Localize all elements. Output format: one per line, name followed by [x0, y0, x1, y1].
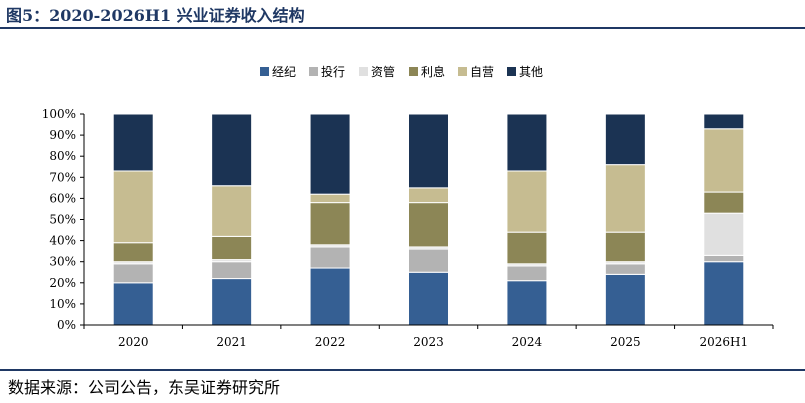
y-tick-label-7: 70%: [49, 170, 76, 184]
chart-legend: 经纪 投行 资管 利息 自营 其他: [260, 64, 543, 79]
bar-stack-2021: [211, 113, 253, 326]
y-tick-label-0: 0%: [57, 318, 76, 332]
bar-segment-2026H1-2: [703, 212, 745, 256]
bar-segment-2020-3: [112, 242, 154, 263]
y-tick-label-2: 20%: [49, 276, 76, 290]
y-tick-label-6: 60%: [49, 191, 76, 205]
y-tick-label-10: 100%: [42, 107, 76, 121]
bar-segment-2022-3: [309, 202, 351, 246]
bar-segment-2024-1: [506, 265, 548, 282]
bar-segment-2022-1: [309, 246, 351, 269]
bar-segment-2024-5: [506, 113, 548, 172]
bar-segment-2021-3: [211, 235, 253, 261]
bar-segment-2022-0: [309, 267, 351, 326]
legend-swatch-0: [260, 67, 269, 76]
bar-segment-2026H1-3: [703, 191, 745, 214]
x-tick-label-6: 2026H1: [699, 335, 748, 349]
source-note: 数据来源：公司公告，东吴证券研究所: [8, 378, 281, 397]
source-rule: [0, 369, 805, 371]
bar-segment-2026H1-0: [703, 261, 745, 326]
bar-segment-2020-5: [112, 113, 154, 172]
bar-segment-2025-1: [604, 263, 646, 275]
bar-stack-2023: [408, 113, 449, 326]
y-tick-label-5: 50%: [49, 213, 76, 227]
bar-segment-2021-1: [211, 261, 253, 280]
bar-segment-2020-1: [112, 263, 154, 284]
y-tick-label-1: 10%: [49, 297, 76, 311]
x-tick-label-2: 2022: [315, 335, 346, 349]
bar-segment-2023-1: [408, 248, 449, 273]
bar-segment-2021-4: [211, 185, 253, 237]
bar-segment-2020-0: [112, 282, 154, 326]
legend-label-0: 经纪: [272, 65, 296, 79]
y-tick-label-3: 30%: [49, 255, 76, 269]
legend-label-2: 资管: [371, 64, 395, 79]
bar-stack-2026H1: [703, 113, 745, 326]
bar-segment-2024-4: [506, 170, 548, 233]
bar-stack-2020: [112, 113, 154, 326]
bar-segment-2025-0: [604, 273, 646, 326]
legend-swatch-1: [309, 67, 318, 76]
bar-segment-2026H1-5: [703, 113, 745, 130]
bar-segment-2023-0: [408, 271, 449, 326]
bar-segment-2023-5: [408, 113, 449, 189]
y-axis: 0% 10% 20% 30% 40% 50% 60% 70% 80% 90% 100%: [42, 107, 85, 332]
bar-segment-2026H1-1: [703, 254, 745, 263]
bar-segment-2025-5: [604, 113, 646, 166]
bar-segment-2023-3: [408, 202, 449, 248]
x-tick-label-5: 2025: [610, 335, 641, 349]
y-tick-label-9: 90%: [49, 128, 76, 142]
bars: [112, 113, 745, 326]
y-tick-label-8: 80%: [49, 149, 76, 163]
legend-label-1: 投行: [321, 64, 345, 79]
bar-segment-2025-3: [604, 231, 646, 263]
legend-swatch-2: [359, 67, 368, 76]
stacked-bar-chart: 经纪 投行 资管 利息 自营 其他 0% 10% 20% 30% 40% 50% 60% 70% 80% 9…: [42, 64, 774, 349]
legend-swatch-3: [409, 67, 418, 76]
bar-segment-2021-0: [211, 278, 253, 326]
bar-stack-2022: [309, 113, 351, 326]
title-rule: [0, 27, 805, 29]
x-axis: 2020 2021 2022 2023 2024 2025 2026H1: [83, 324, 774, 349]
bar-segment-2020-4: [112, 170, 154, 244]
y-tick-label-4: 40%: [49, 234, 76, 248]
bar-stack-2024: [506, 113, 548, 326]
x-tick-label-4: 2024: [512, 335, 543, 349]
bar-segment-2021-5: [211, 113, 253, 187]
x-tick-label-1: 2021: [216, 335, 247, 349]
bar-segment-2025-4: [604, 164, 646, 233]
bar-segment-2022-4: [309, 193, 351, 204]
bar-segment-2026H1-4: [703, 128, 745, 193]
bar-segment-2022-5: [309, 113, 351, 195]
bar-segment-2023-4: [408, 187, 449, 204]
bar-stack-2025: [604, 113, 646, 326]
legend-label-5: 其他: [519, 65, 543, 79]
x-tick-label-0: 2020: [118, 335, 149, 349]
x-tick-label-3: 2023: [413, 335, 444, 349]
legend-swatch-5: [507, 67, 516, 76]
bar-segment-2024-0: [506, 280, 548, 326]
legend-label-3: 利息: [421, 64, 445, 79]
bar-segment-2024-3: [506, 231, 548, 265]
legend-label-4: 自营: [470, 65, 494, 79]
figure-title: 图5：2020-2026H1 兴业证券收入结构: [6, 6, 305, 25]
legend-swatch-4: [458, 67, 467, 76]
